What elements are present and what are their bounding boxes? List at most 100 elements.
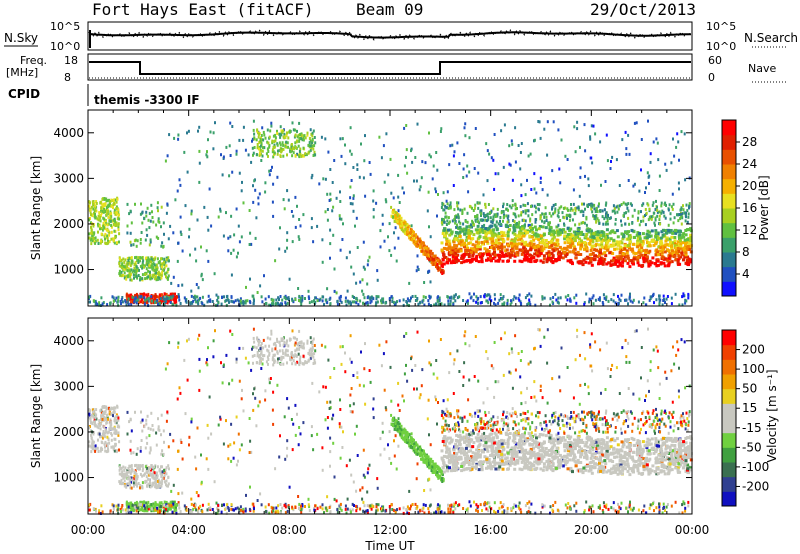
data-cell [173,301,176,305]
data-cell [451,246,455,250]
data-cell [511,231,515,235]
data-cell [603,251,607,255]
data-cell [196,295,199,299]
data-cell [460,257,464,260]
data-cell [130,268,133,272]
data-cell [509,303,512,307]
data-cell [604,244,608,248]
data-cell [329,303,332,307]
data-cell [357,303,360,307]
data-cell [539,259,543,263]
data-cell [160,244,163,248]
data-cell [378,135,381,139]
data-cell [541,238,545,242]
data-cell [658,297,661,301]
data-cell [539,234,543,238]
data-cell [90,242,93,246]
data-cell [257,135,260,139]
data-cell [238,138,241,142]
data-cell [466,301,469,305]
data-cell [272,150,275,154]
data-cell [683,249,687,253]
data-cell [652,140,655,144]
data-cell [94,236,97,240]
data-cell [128,502,131,506]
data-cell [494,243,498,247]
data-cell [115,418,118,422]
data-cell [153,263,156,267]
data-cell [521,218,524,222]
data-cell [339,299,342,303]
data-cell [618,204,621,208]
data-cell [541,225,545,229]
data-cell [161,299,164,303]
data-cell [126,256,129,260]
data-cell [114,198,117,202]
data-cell [284,249,287,253]
data-cell [604,222,607,226]
data-cell [683,132,686,136]
data-cell [124,300,127,304]
data-cell [227,236,230,240]
data-cell [94,204,97,208]
data-cell [453,208,456,212]
data-cell [349,300,352,304]
data-cell [574,233,578,237]
data-cell [445,215,448,219]
data-cell [514,246,518,250]
data-cell [166,270,169,274]
data-cell [644,191,646,194]
data-cell [135,474,138,478]
data-cell [618,184,621,187]
data-cell [177,137,180,141]
data-cell [479,230,483,234]
data-cell [645,303,648,307]
data-cell [527,223,531,227]
data-cell [483,247,487,251]
data-cell [105,242,108,246]
data-cell [237,224,240,228]
data-cell [612,293,615,297]
data-cell [311,144,314,148]
data-cell [113,416,116,420]
data-cell [689,250,693,254]
data-cell [431,177,434,181]
data-cell [451,255,455,259]
data-cell [519,205,522,209]
data-cell [362,301,365,305]
data-cell [424,251,427,255]
data-cell [335,196,338,200]
data-cell [304,136,307,140]
data-cell [302,146,305,150]
data-cell [442,208,445,212]
data-cell [467,231,471,235]
data-cell [96,446,99,450]
data-cell [619,255,623,259]
data-cell [352,272,355,276]
data-cell [394,216,397,220]
data-cell [312,240,315,244]
data-cell [634,252,638,255]
data-cell [671,241,675,245]
data-cell [465,259,469,262]
data-cell [157,261,160,265]
data-cell [300,134,303,138]
data-cell [506,220,509,224]
data-cell [660,211,663,215]
data-cell [559,219,562,222]
data-cell [680,206,683,210]
data-cell [174,198,177,202]
data-cell [145,293,148,297]
data-cell [596,217,599,221]
data-cell [260,141,263,145]
data-cell [576,250,580,254]
data-cell [661,303,664,307]
data-cell [562,246,566,250]
data-cell [350,265,353,269]
data-cell [449,299,452,303]
data-cell [530,223,533,227]
data-cell [153,504,156,508]
data-cell [376,300,379,304]
data-cell [252,119,255,123]
data-cell [133,276,135,280]
